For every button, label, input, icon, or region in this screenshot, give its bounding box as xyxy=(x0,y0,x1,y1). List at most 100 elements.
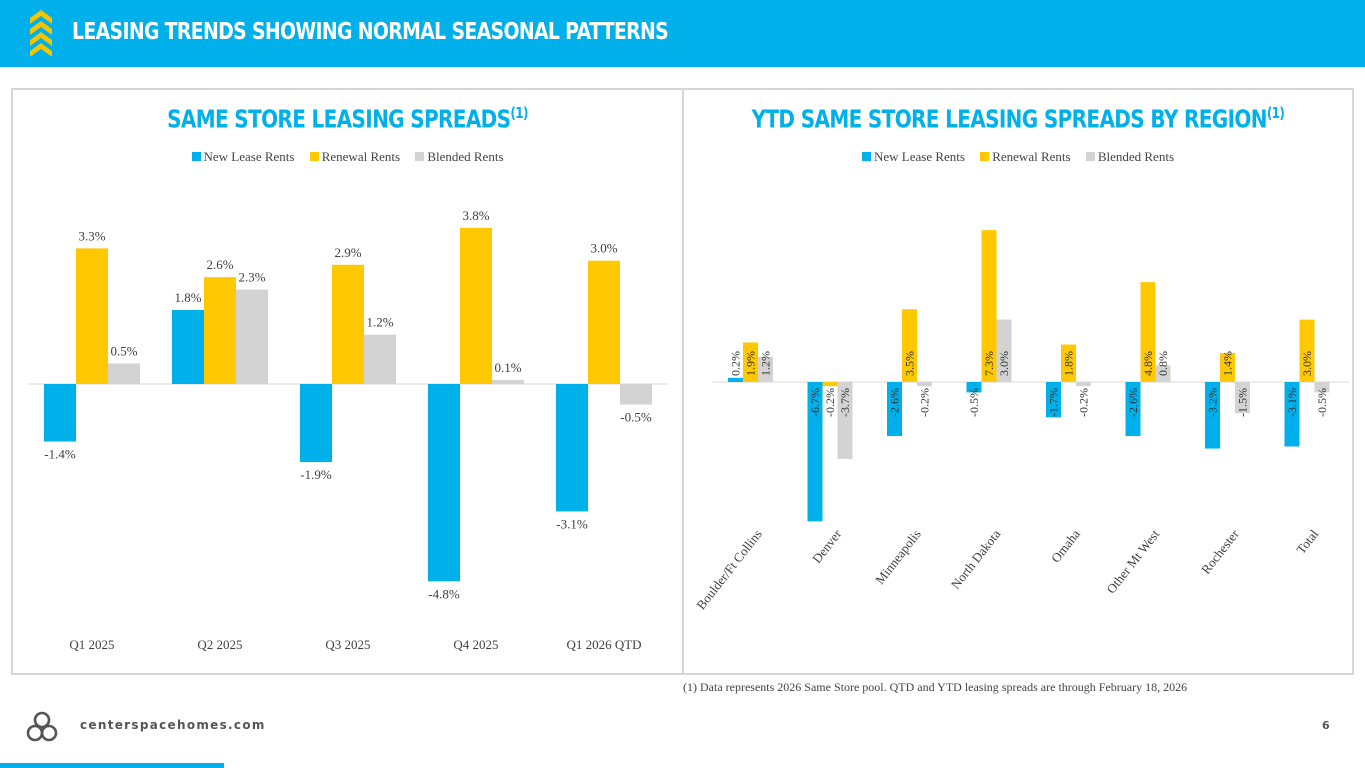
x-tick-label: Denver xyxy=(809,526,845,566)
chart-quarterly: -1.4% 3.3% 0.5% Q1 2025 1.8% 2.6% 2.3% Q2 2025 -… xyxy=(28,208,668,652)
legend-swatch-blended xyxy=(1085,152,1095,161)
bar-new xyxy=(887,382,902,437)
data-label: 3.3% xyxy=(78,228,105,243)
x-tick-label: Q4 2025 xyxy=(453,637,498,652)
bar-renewal xyxy=(204,277,236,384)
data-label: 3.0% xyxy=(1300,351,1314,376)
x-tick-label: Q3 2025 xyxy=(325,637,370,652)
data-label: -3.1% xyxy=(556,516,588,531)
bar-blended xyxy=(1314,382,1330,393)
data-label: -1.4% xyxy=(44,447,76,462)
bar-new xyxy=(1205,382,1220,449)
data-label: -2.6% xyxy=(1126,388,1140,417)
page-title: LEASING TRENDS SHOWING NORMAL SEASONAL P… xyxy=(72,19,669,45)
bar-new xyxy=(556,384,588,512)
bar-new xyxy=(1046,382,1061,418)
data-label: 3.8% xyxy=(462,208,489,223)
legend-swatch-new xyxy=(862,152,871,161)
bar-new xyxy=(428,384,460,582)
bar-blended xyxy=(236,289,268,384)
bar-renewal xyxy=(460,227,492,384)
data-label: 0.8% xyxy=(1156,351,1170,376)
bar-blended xyxy=(996,319,1012,382)
bar-blended xyxy=(758,357,773,382)
data-label: -3.7% xyxy=(838,388,852,417)
page-number: 6 xyxy=(1322,719,1330,732)
bar-renewal xyxy=(588,260,620,384)
bar-blended xyxy=(1235,382,1250,414)
x-tick-label: Q1 2026 QTD xyxy=(566,637,641,652)
data-label: -1.7% xyxy=(1047,388,1061,417)
data-label: 4.8% xyxy=(1141,351,1155,376)
data-label: -0.2% xyxy=(1077,388,1091,417)
bar-renewal xyxy=(743,342,758,382)
bar-renewal xyxy=(981,230,997,382)
bar-blended xyxy=(1076,382,1091,387)
data-label: -0.5% xyxy=(967,388,981,417)
legend-label: Blended Rents xyxy=(1097,149,1174,164)
legend-label: Renewal Rents xyxy=(321,149,401,164)
data-label: -0.5% xyxy=(620,410,652,425)
bar-blended xyxy=(917,382,932,387)
legend-item-blended: Blended Rents xyxy=(415,149,504,165)
bar-renewal xyxy=(1299,319,1315,382)
centerspace-logo-icon xyxy=(26,711,58,742)
legend-swatch-renewal xyxy=(309,152,319,161)
data-label: 3.5% xyxy=(903,351,917,376)
x-tick-label: Other Mt West xyxy=(1103,526,1162,596)
bar-blended xyxy=(837,382,853,459)
data-label: 1.9% xyxy=(744,351,758,376)
chart-title-text: SAME STORE LEASING SPREADS xyxy=(167,104,511,134)
data-label: 0.1% xyxy=(494,360,521,375)
data-label: 2.3% xyxy=(238,269,265,284)
data-label: -1.5% xyxy=(1236,388,1250,417)
chart-panel-quarterly: SAME STORE LEASING SPREADS(1) New Lease … xyxy=(11,88,684,675)
bar-blended xyxy=(364,334,396,384)
data-label: -0.5% xyxy=(1315,388,1329,417)
legend-swatch-new xyxy=(191,152,201,161)
legend-item-new: New Lease Rents xyxy=(862,149,965,165)
bar-renewal xyxy=(902,309,917,382)
website-url[interactable]: centerspacehomes.com xyxy=(80,718,266,732)
data-label: -2.6% xyxy=(888,388,902,417)
legend-label: New Lease Rents xyxy=(203,149,295,164)
legend-region: New Lease Rents Renewal Rents Blended Re… xyxy=(684,149,1352,165)
x-tick-label: North Dakota xyxy=(948,526,1004,591)
data-label: 1.8% xyxy=(174,290,201,305)
chart-title-sup: (1) xyxy=(1266,104,1285,122)
chart-title-region: YTD SAME STORE LEASING SPREADS BY REGION… xyxy=(684,104,1352,133)
data-label: 1.4% xyxy=(1221,351,1235,376)
legend-item-renewal: Renewal Rents xyxy=(309,149,401,165)
data-label: -0.2% xyxy=(823,388,837,417)
bar-blended xyxy=(620,384,652,405)
bar-new xyxy=(1125,382,1141,437)
data-label: 3.0% xyxy=(590,241,617,256)
data-label: 2.6% xyxy=(206,257,233,272)
data-label: 1.2% xyxy=(759,351,773,376)
bar-renewal xyxy=(332,264,364,384)
legend-item-renewal: Renewal Rents xyxy=(980,149,1071,165)
legend-label: New Lease Rents xyxy=(874,149,965,164)
legend-item-blended: Blended Rents xyxy=(1085,149,1174,165)
legend-swatch-blended xyxy=(415,152,425,161)
legend-label: Renewal Rents xyxy=(992,149,1071,164)
footnote: (1) Data represents 2026 Same Store pool… xyxy=(683,680,1188,694)
bar-new xyxy=(172,310,204,384)
data-label: -1.9% xyxy=(300,467,332,482)
chart-panel-region: YTD SAME STORE LEASING SPREADS BY REGION… xyxy=(682,88,1354,675)
data-label: 1.8% xyxy=(1062,351,1076,376)
x-tick-label: Q1 2025 xyxy=(69,637,114,652)
bar-blended xyxy=(108,363,140,384)
chevron-stack-icon xyxy=(30,10,52,56)
bar-new xyxy=(1284,382,1300,447)
x-tick-label: Rochester xyxy=(1198,526,1242,577)
x-tick-label: Omaha xyxy=(1048,526,1083,565)
data-label: -3.1% xyxy=(1285,388,1299,417)
bar-new xyxy=(728,377,743,382)
x-tick-label: Minneapolis xyxy=(872,527,924,587)
data-label: 2.9% xyxy=(334,245,361,260)
chart-title-text: YTD SAME STORE LEASING SPREADS BY REGION xyxy=(751,104,1268,134)
legend-quarterly: New Lease Rents Renewal Rents Blended Re… xyxy=(13,149,682,165)
data-label: 3.0% xyxy=(997,351,1011,376)
bar-blended xyxy=(1155,365,1171,382)
